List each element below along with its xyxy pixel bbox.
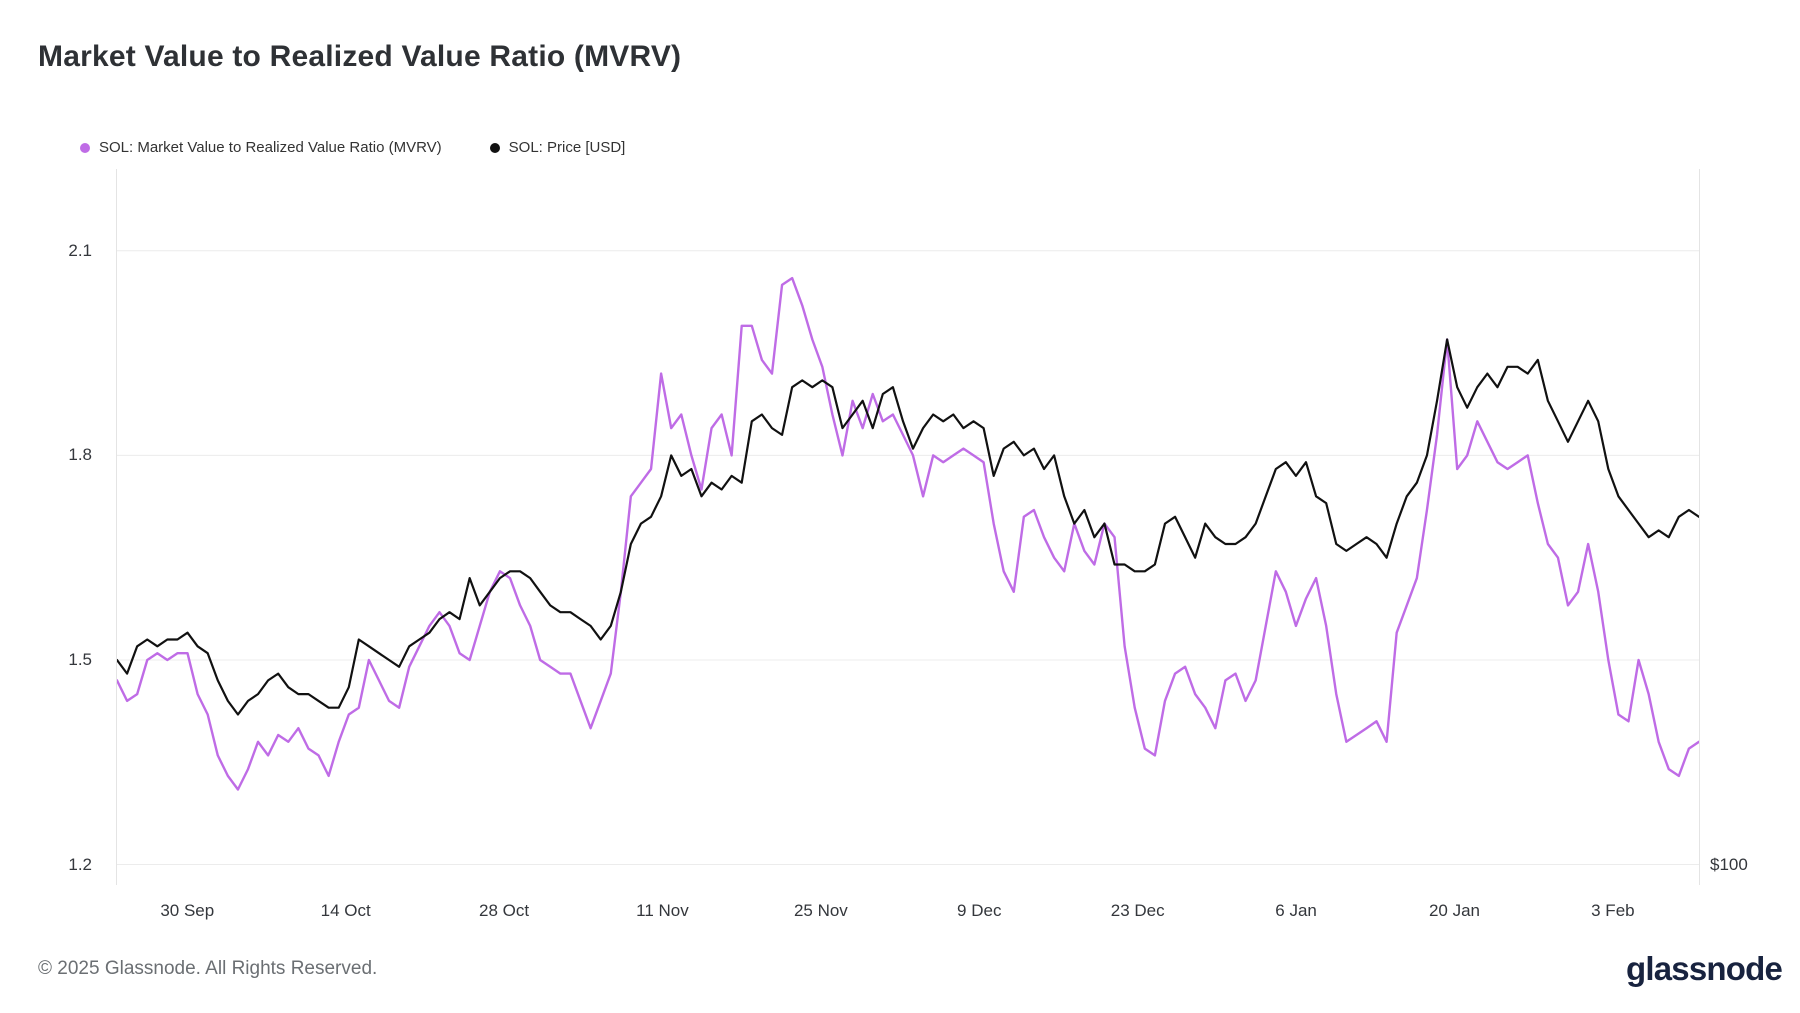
chart-legend: SOL: Market Value to Realized Value Rati… — [80, 139, 625, 156]
footer: © 2025 Glassnode. All Rights Reserved. g… — [38, 950, 1783, 988]
y-axis-right-label: $100 — [1710, 854, 1748, 874]
legend-item-price[interactable]: SOL: Price [USD] — [489, 139, 626, 156]
y-axis-right: $100 — [1700, 169, 1800, 885]
plot-area[interactable] — [116, 169, 1700, 885]
x-axis-tick-label: 3 Feb — [1591, 901, 1635, 920]
y-axis-tick-label: 1.2 — [68, 854, 92, 874]
copyright-text: © 2025 Glassnode. All Rights Reserved. — [38, 958, 378, 979]
x-axis-tick-label: 14 Oct — [320, 901, 371, 920]
y-axis-tick-label: 1.5 — [68, 649, 92, 669]
chart-svg — [117, 250, 1699, 865]
x-axis-labels: 30 Sep 14 Oct 28 Oct 11 Nov 25 Nov 9 Dec 23 De… — [116, 885, 1700, 931]
x-axis-tick-label: 30 Sep — [160, 901, 215, 920]
series-line-price — [117, 338, 1699, 716]
x-axis-tick-label: 25 Nov — [793, 901, 848, 920]
y-axis-tick-label: 1.8 — [68, 445, 92, 465]
legend-dot-icon — [489, 142, 500, 153]
legend-label: SOL: Price [USD] — [508, 139, 626, 156]
x-axis-tick-label: 20 Jan — [1428, 901, 1480, 920]
page-title: Market Value to Realized Value Ratio (MV… — [38, 40, 682, 73]
x-axis-tick-label: 23 Dec — [1110, 901, 1165, 920]
legend-dot-icon — [80, 142, 90, 153]
x-axis-tick-label: 6 Jan — [1275, 901, 1317, 920]
x-axis-tick-label: 11 Nov — [636, 901, 689, 920]
x-axis-tick-label: 9 Dec — [957, 901, 1002, 920]
y-axis-tick-label: 2.1 — [68, 240, 92, 260]
glassnode-logo[interactable]: glassnode — [1625, 950, 1783, 987]
legend-label: SOL: Market Value to Realized Value Rati… — [99, 139, 442, 156]
legend-item-mvrv[interactable]: SOL: Market Value to Realized Value Rati… — [80, 139, 442, 156]
x-axis-tick-label: 28 Oct — [479, 901, 530, 920]
series-line-mvrv — [117, 276, 1699, 791]
y-axis-labels: 2.1 1.8 1.5 1.2 — [0, 169, 116, 885]
